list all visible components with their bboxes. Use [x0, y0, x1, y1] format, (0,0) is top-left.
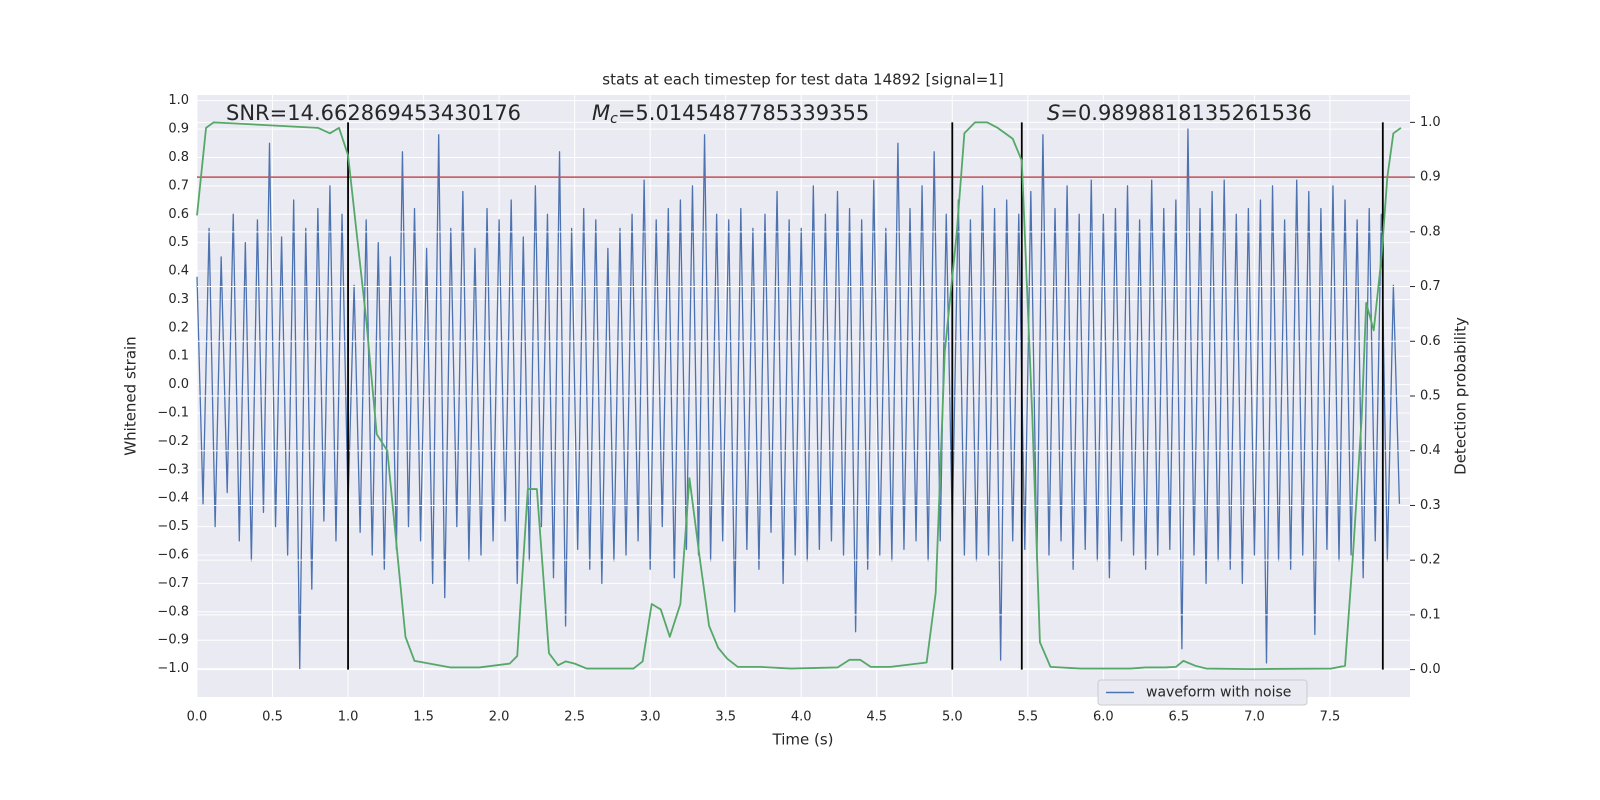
- y2-tick-label: 0.2: [1420, 553, 1441, 568]
- y2-tick-label: 0.6: [1420, 334, 1441, 349]
- y2-axis-label: Detection probability: [1452, 317, 1470, 475]
- y2-tick-label: 0.9: [1420, 170, 1441, 185]
- x-tick-label: 7.0: [1244, 710, 1265, 725]
- y2-tick-label: 0.7: [1420, 279, 1441, 294]
- y-tick-label: 0.6: [168, 207, 189, 222]
- y-tick-label: 0.1: [168, 349, 189, 364]
- x-tick-label: 1.5: [413, 710, 434, 725]
- y-tick-label: 0.3: [168, 292, 189, 307]
- y-tick-label: −0.7: [157, 576, 189, 591]
- y2-tick-label: 1.0: [1420, 115, 1441, 130]
- y-tick-label: −0.3: [157, 462, 189, 477]
- probability-line: [196, 121, 1402, 670]
- annotation: S=0.9898818135261536: [1047, 101, 1312, 125]
- legend-label: waveform with noise: [1146, 685, 1291, 701]
- x-tick-label: 4.5: [866, 710, 887, 725]
- x-tick-label: 2.0: [489, 710, 510, 725]
- y-tick-label: −0.4: [157, 491, 189, 506]
- y-tick-label: 0.4: [168, 264, 189, 279]
- x-tick-label: 2.5: [564, 710, 585, 725]
- x-tick-label: 6.0: [1093, 710, 1114, 725]
- y-tick-label: 0.5: [168, 235, 189, 250]
- x-tick-label: 3.0: [640, 710, 661, 725]
- x-tick-label: 5.0: [942, 710, 963, 725]
- y2-tick-label: 0.3: [1420, 498, 1441, 513]
- waveform-line: [196, 128, 1401, 670]
- annotation-symbol: S: [1047, 101, 1060, 125]
- y-tick-label: 1.0: [168, 93, 189, 108]
- y-tick-label: 0.0: [168, 377, 189, 392]
- x-tick-label: 4.0: [791, 710, 812, 725]
- y-tick-label: −0.9: [157, 633, 189, 648]
- annotation-symbol: M: [592, 101, 610, 125]
- y-axis-label: Whitened strain: [122, 336, 140, 455]
- annotation: SNR=14.662869453430176: [226, 101, 521, 125]
- annotation-text: =5.0145487785339355: [618, 101, 869, 125]
- annotation: Mc=5.0145487785339355: [592, 101, 869, 127]
- annotation-subscript: c: [610, 111, 618, 127]
- annotation-text: SNR=14.662869453430176: [226, 101, 521, 125]
- legend-box: [1097, 679, 1308, 706]
- x-tick-label: 5.5: [1017, 710, 1038, 725]
- x-tick-label: 0.5: [262, 710, 283, 725]
- y-tick-label: 0.9: [168, 122, 189, 137]
- y2-tick-label: 0.5: [1420, 389, 1441, 404]
- y-tick-label: −0.8: [157, 604, 189, 619]
- x-tick-label: 7.5: [1320, 710, 1341, 725]
- y2-tick-label: 0.1: [1420, 607, 1441, 622]
- y2-tick-label: 0.8: [1420, 224, 1441, 239]
- y-tick-label: −0.2: [157, 434, 189, 449]
- y-tick-label: 0.8: [168, 150, 189, 165]
- annotation-text: =0.9898818135261536: [1060, 101, 1311, 125]
- y2-tick-label: 0.0: [1420, 662, 1441, 677]
- y-tick-label: 0.2: [168, 320, 189, 335]
- y-tick-label: −0.1: [157, 406, 189, 421]
- x-tick-label: 1.0: [338, 710, 359, 725]
- y-tick-label: 0.7: [168, 178, 189, 193]
- chart-title: stats at each timestep for test data 148…: [602, 71, 1003, 89]
- y2-tick-label: 0.4: [1420, 443, 1441, 458]
- x-tick-label: 3.5: [715, 710, 736, 725]
- x-axis-label: Time (s): [772, 731, 834, 749]
- y-tick-label: −0.6: [157, 548, 189, 563]
- y-tick-label: −0.5: [157, 519, 189, 534]
- y-tick-label: −1.0: [157, 661, 189, 676]
- x-tick-label: 0.0: [187, 710, 208, 725]
- x-tick-label: 6.5: [1169, 710, 1190, 725]
